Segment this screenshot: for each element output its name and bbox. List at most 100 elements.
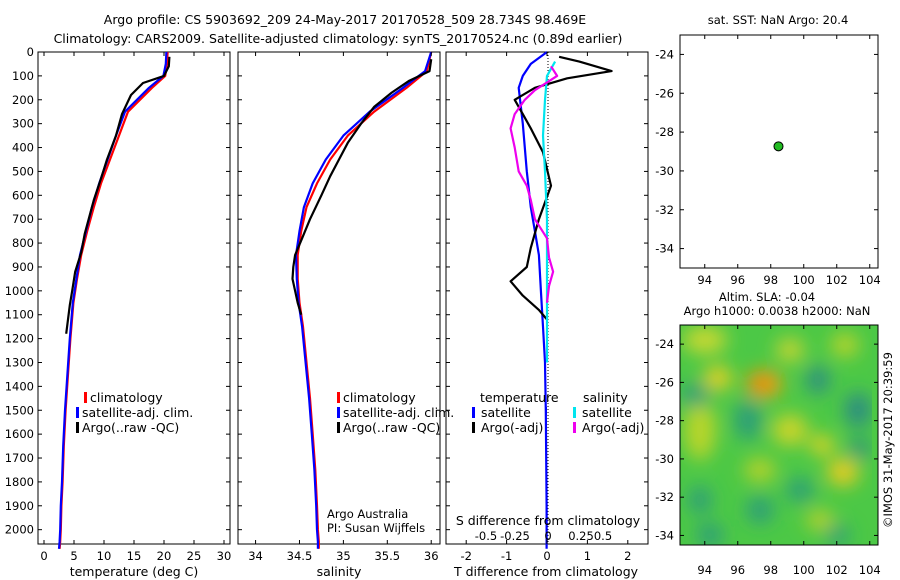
lat-tick-label: -26: [655, 375, 674, 389]
depth-tick-label: 1800: [5, 475, 34, 489]
s-diff-tick-label: 0.5: [594, 529, 612, 543]
lat-tick-label: -34: [655, 242, 674, 256]
lon-tick-label: 94: [697, 273, 712, 287]
lat-tick-label: -30: [655, 452, 674, 466]
depth-tick-label: 800: [12, 236, 34, 250]
temperature-xlabel: temperature (deg C): [70, 564, 199, 579]
legend-label-climatology: climatology: [90, 390, 163, 405]
series-line-satellite-adj-clim-: [57, 51, 168, 549]
series-line-argo-raw-qc-: [65, 56, 171, 334]
depth-tick-label: 300: [12, 117, 34, 131]
figure-title-line2: Climatology: CARS2009. Satellite-adjuste…: [54, 31, 623, 46]
sla-heatmap: [680, 325, 878, 545]
annotation-pi: PI: Susan Wijffels: [327, 521, 425, 535]
legend-swatch-temperature-argo: [472, 422, 475, 433]
legend-swatch-argo: [337, 422, 340, 433]
depth-tick-label: 1600: [5, 427, 34, 441]
salinity-panel: climatology satellite-adj. clim. Argo(..…: [237, 51, 454, 579]
depth-tick-label: 1000: [5, 284, 34, 298]
depth-tick-label: 2000: [5, 523, 34, 537]
lon-tick-label: 98: [763, 273, 778, 287]
lat-tick-label: -24: [655, 47, 674, 61]
legend-label-climatology: climatology: [343, 390, 416, 405]
series-line-climatology: [296, 51, 433, 549]
x-tick-label: -2: [460, 549, 471, 563]
legend-label-satellite: satellite-adj. clim.: [343, 405, 454, 420]
salinity-axes-frame: [237, 51, 441, 545]
difference-xlabel: T difference from climatology: [453, 564, 639, 579]
depth-tick-label: 600: [12, 188, 34, 202]
x-tick-label: 30: [217, 549, 232, 563]
difference-legend: temperature satellite Argo(-adj) salinit…: [472, 390, 644, 435]
series-line-salinity-argo-adj-: [509, 65, 559, 303]
x-tick-label: 35.5: [374, 549, 400, 563]
difference-xlabel-top: S difference from climatology: [456, 513, 641, 528]
depth-tick-label: 100: [12, 69, 34, 83]
depth-tick-label: 500: [12, 164, 34, 178]
legend-swatch-argo: [76, 422, 79, 433]
legend-label-salinity-argo: Argo(-adj): [582, 420, 644, 435]
series-line-argo-raw-qc-: [291, 59, 433, 316]
lon-tick-label: 100: [793, 563, 815, 577]
legend-label-temperature-satellite: satellite: [481, 405, 531, 420]
legend-label-argo: Argo(..raw -QC): [82, 420, 179, 435]
lon-tick-label: 104: [859, 563, 881, 577]
x-tick-label: 0: [543, 549, 550, 563]
x-tick-label: 1: [584, 549, 591, 563]
depth-tick-label: 1700: [5, 451, 34, 465]
lon-tick-label: 102: [826, 563, 848, 577]
s-diff-tick-label: 0: [544, 529, 551, 543]
lat-tick-label: -32: [655, 490, 674, 504]
depth-tick-label: 1100: [5, 308, 34, 322]
series-line-temperature-satellite: [517, 51, 548, 549]
lon-tick-label: 102: [826, 273, 848, 287]
legend-swatch-satellite: [337, 407, 340, 418]
legend-swatch-satellite: [76, 407, 79, 418]
lat-tick-label: -28: [655, 414, 674, 428]
lat-tick-label: -34: [655, 528, 674, 542]
depth-tick-label: 1300: [5, 355, 34, 369]
x-tick-label: 2: [624, 549, 631, 563]
x-tick-label: 15: [127, 549, 142, 563]
depth-tick-label: 900: [12, 260, 34, 274]
lat-tick-label: -32: [655, 203, 674, 217]
lat-tick-label: -24: [655, 337, 674, 351]
depth-tick-label: 1900: [5, 499, 34, 513]
s-diff-tick-label: -0.5: [475, 529, 497, 543]
sla-title-line2: Argo h1000: 0.0038 h2000: NaN: [684, 304, 871, 318]
depth-tick-label: 400: [12, 141, 34, 155]
depth-tick-label: 700: [12, 212, 34, 226]
imos-timestamp: ©IMOS 31-May-2017 20:39:59: [881, 352, 895, 528]
sla-title-line1: Altim. SLA: -0.04: [719, 290, 815, 304]
s-diff-tick-label: -0.25: [500, 529, 530, 543]
position-map-frame: [679, 34, 879, 269]
lon-tick-label: 94: [697, 563, 712, 577]
s-diff-tick-label: 0.25: [568, 529, 594, 543]
x-tick-label: 35: [336, 549, 351, 563]
legend-heading-temperature: temperature: [480, 390, 559, 405]
figure-title-line1: Argo profile: CS 5903692_209 24-May-2017…: [104, 12, 587, 27]
legend-label-satellite: satellite-adj. clim.: [82, 405, 193, 420]
salinity-xlabel: salinity: [317, 564, 362, 579]
lon-tick-label: 98: [763, 563, 778, 577]
legend-swatch-salinity-satellite: [573, 407, 576, 418]
salinity-legend: climatology satellite-adj. clim. Argo(..…: [337, 390, 454, 435]
lat-tick-label: -26: [655, 86, 674, 100]
lat-tick-label: -28: [655, 125, 674, 139]
x-tick-label: 5: [70, 549, 77, 563]
legend-heading-salinity: salinity: [583, 390, 628, 405]
lat-tick-label: -30: [655, 164, 674, 178]
depth-tick-label: 1500: [5, 403, 34, 417]
sla-map-panel: Altim. SLA: -0.04 Argo h1000: 0.0038 h20…: [655, 290, 895, 577]
lon-tick-label: 104: [859, 273, 881, 287]
legend-label-salinity-satellite: satellite: [582, 405, 632, 420]
legend-swatch-temperature-satellite: [472, 407, 475, 418]
annotation-argo-australia: Argo Australia: [327, 507, 408, 521]
position-map-title: sat. SST: NaN Argo: 20.4: [708, 13, 849, 27]
lon-tick-label: 96: [730, 273, 745, 287]
x-tick-label: 36: [424, 549, 439, 563]
temperature-legend: climatology satellite-adj. clim. Argo(..…: [76, 390, 193, 435]
x-tick-label: 34: [248, 549, 263, 563]
legend-label-argo: Argo(..raw -QC): [343, 420, 440, 435]
depth-tick-label: 0: [27, 45, 34, 59]
